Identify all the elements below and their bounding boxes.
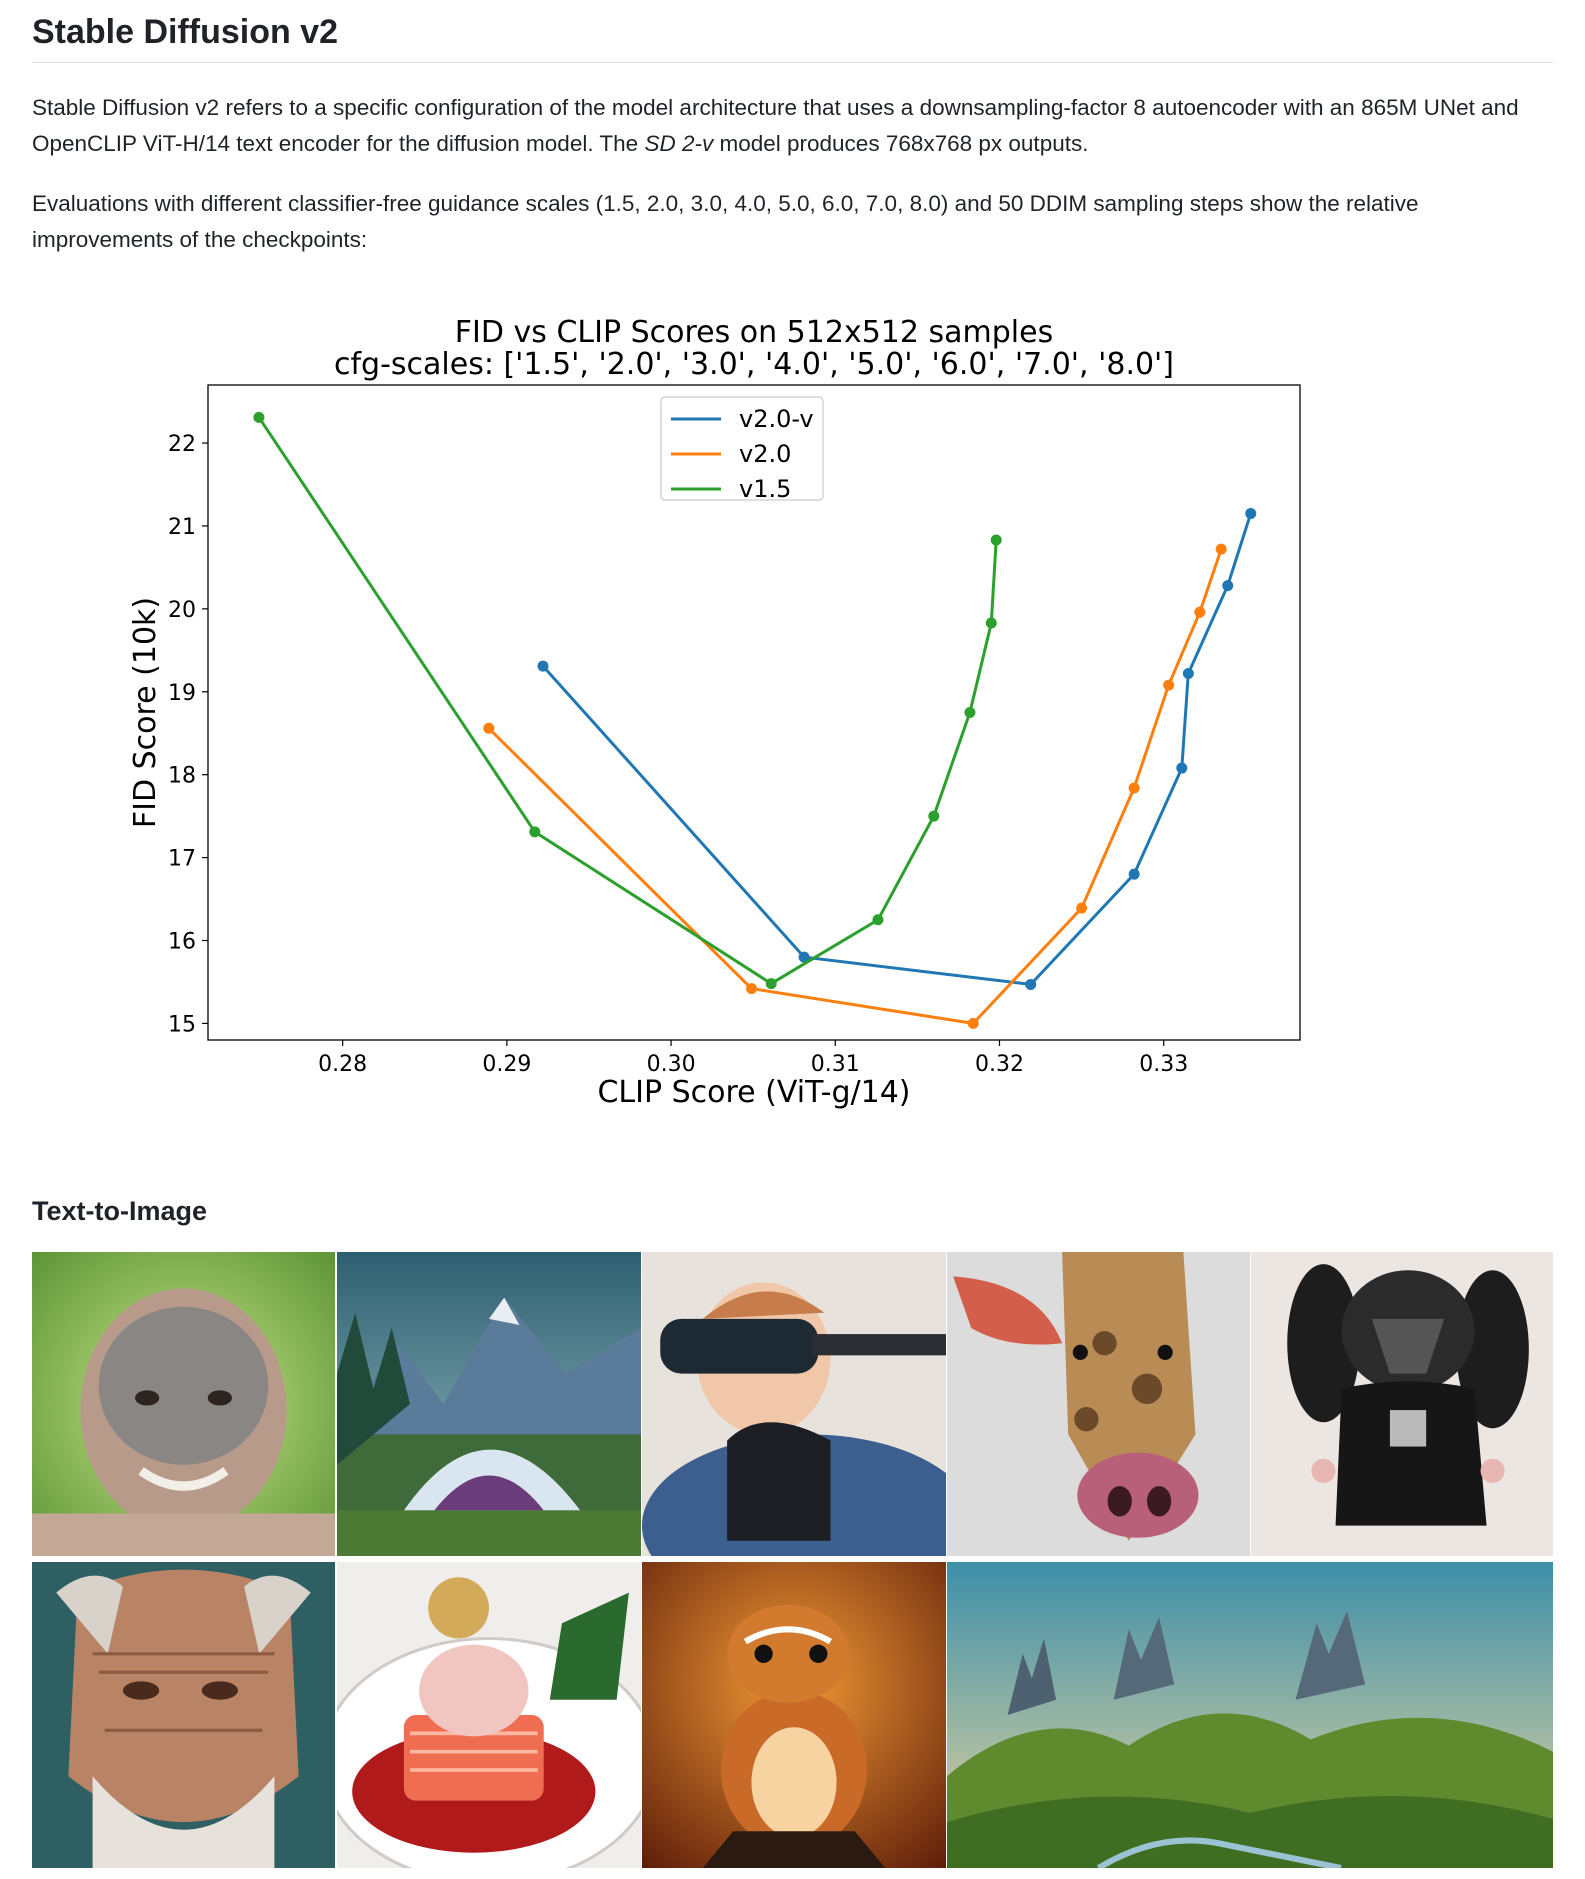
legend-label: v2.0 <box>739 440 791 468</box>
y-tick-label: 22 <box>168 432 196 457</box>
data-point-v1.5 <box>990 534 1002 546</box>
x-tick-label: 0.33 <box>1139 1052 1188 1077</box>
y-tick-label: 15 <box>168 1012 196 1037</box>
intro-emphasis: SD 2-v <box>644 131 714 156</box>
data-point-v2.0-v <box>1025 978 1037 990</box>
intro-paragraph: Stable Diffusion v2 refers to a specific… <box>32 90 1553 162</box>
chart-title: FID vs CLIP Scores on 512x512 samples <box>455 315 1053 350</box>
data-point-v2.0 <box>1128 782 1140 794</box>
section-heading-text-to-image: Text-to-Image <box>32 1196 208 1226</box>
data-point-v1.5 <box>872 914 884 926</box>
data-point-v2.0 <box>1194 606 1206 618</box>
y-tick-label: 21 <box>168 515 196 540</box>
data-point-v1.5 <box>529 826 541 838</box>
gallery-image-1 <box>32 1252 335 1556</box>
legend-label: v1.5 <box>739 475 791 503</box>
y-tick-label: 17 <box>168 847 196 872</box>
x-tick-label: 0.28 <box>318 1052 367 1077</box>
data-point-v2.0-v <box>1222 580 1234 592</box>
data-point-v1.5 <box>928 810 940 822</box>
y-tick-label: 16 <box>168 930 196 955</box>
y-tick-label: 18 <box>168 764 196 789</box>
data-point-v2.0-v <box>1245 508 1257 520</box>
chart-subtitle: cfg-scales: ['1.5', '2.0', '3.0', '4.0',… <box>334 347 1174 382</box>
gallery-image-4 <box>947 1252 1250 1556</box>
data-point-v2.0 <box>967 1017 979 1029</box>
data-point-v2.0-v <box>1182 668 1194 680</box>
data-point-v2.0 <box>1163 679 1175 691</box>
data-point-v1.5 <box>964 707 976 718</box>
gallery-image-9 <box>947 1562 1553 1868</box>
x-tick-label: 0.31 <box>811 1052 860 1077</box>
data-point-v2.0 <box>1076 902 1088 914</box>
x-axis-label: CLIP Score (ViT-g/14) <box>597 1075 910 1110</box>
y-tick-label: 20 <box>168 598 196 623</box>
y-tick-label: 19 <box>168 681 196 706</box>
y-axis-label: FID Score (10k) <box>128 597 163 828</box>
gallery-image-3 <box>642 1252 946 1556</box>
data-point-v2.0 <box>1215 543 1227 555</box>
legend-label: v2.0-v <box>739 405 814 433</box>
data-point-v2.0-v <box>1176 762 1188 774</box>
gallery-image-2 <box>337 1252 641 1556</box>
series-line-v2.0 <box>487 548 1223 1026</box>
data-point-v2.0-v <box>798 951 810 963</box>
data-point-v2.0-v <box>1128 868 1140 880</box>
data-point-v1.5 <box>765 978 777 990</box>
data-point-v2.0-v <box>537 660 549 672</box>
x-tick-label: 0.29 <box>482 1052 531 1077</box>
evaluation-paragraph: Evaluations with different classifier-fr… <box>32 191 1419 252</box>
fid-clip-chart: FID vs CLIP Scores on 512x512 samplescfg… <box>128 315 1301 1110</box>
data-point-v1.5 <box>985 617 997 629</box>
gallery-image-7 <box>337 1562 641 1868</box>
series-line-v2.0-v <box>541 513 1253 986</box>
data-point-v2.0 <box>746 983 758 995</box>
series-line-v1.5 <box>257 416 998 986</box>
intro-text-b: model produces 768x768 px outputs. <box>713 131 1089 156</box>
data-point-v1.5 <box>253 411 265 423</box>
x-tick-label: 0.32 <box>975 1052 1024 1077</box>
plot-frame <box>207 384 1301 1041</box>
data-point-v2.0 <box>483 722 495 734</box>
chart-legend <box>660 396 824 501</box>
gallery-image-8 <box>642 1562 946 1868</box>
x-tick-label: 0.30 <box>647 1052 696 1077</box>
gallery-image-5 <box>1251 1252 1553 1556</box>
intro-text-a: Stable Diffusion v2 refers to a specific… <box>32 95 1519 156</box>
page-title: Stable Diffusion v2 <box>32 13 339 51</box>
heading-divider <box>32 62 1553 63</box>
gallery-image-6 <box>32 1562 335 1868</box>
